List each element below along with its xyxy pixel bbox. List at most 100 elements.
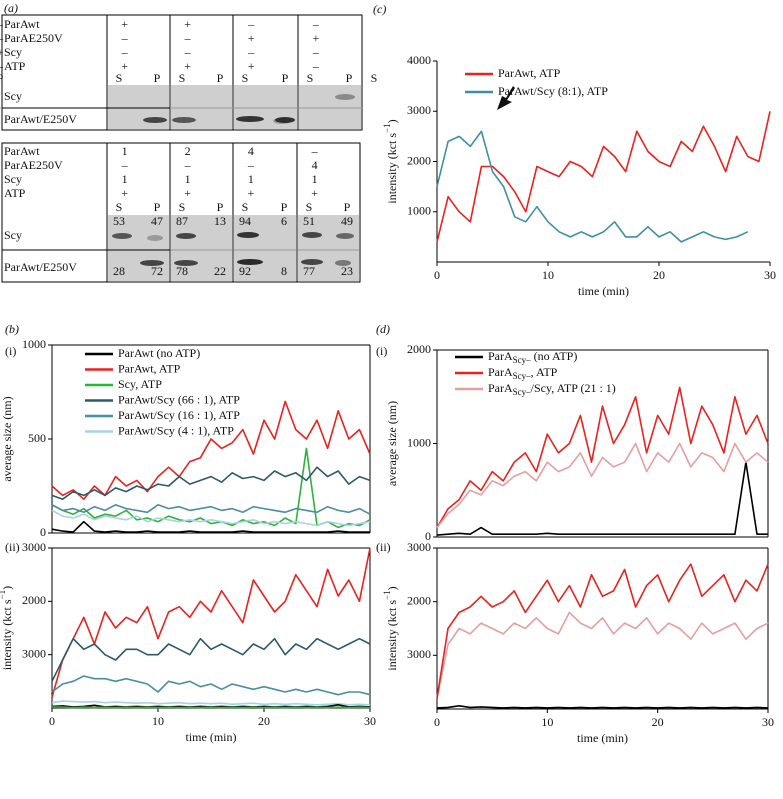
cell: –	[121, 158, 129, 172]
data-line	[436, 111, 771, 243]
y-tick-label: 3000	[407, 540, 431, 554]
cell: +	[121, 186, 128, 200]
cell: –	[184, 31, 192, 45]
y-tick-label: 3000	[22, 646, 46, 660]
cell: 1	[185, 172, 191, 186]
lane-label: P	[154, 71, 161, 85]
percentage: 72	[151, 264, 163, 278]
text-part: Scy–	[513, 371, 532, 381]
percentage: 8	[281, 264, 287, 278]
cell: –	[184, 45, 192, 59]
legend-label: Scy, ATP	[118, 377, 162, 391]
x-tick-label: 0	[434, 715, 440, 729]
panel-label: (a)	[4, 1, 18, 15]
gel-band	[140, 260, 164, 266]
cell: +	[311, 186, 318, 200]
lane-label: S	[307, 71, 314, 85]
y-tick-label: 1000	[407, 435, 431, 449]
lane-label: S	[242, 200, 249, 214]
lane-label: P	[344, 200, 351, 214]
gel-row-label: ParAwt/E250V	[4, 260, 77, 274]
legend-label: ParAwt, ATP	[118, 361, 181, 375]
gel-row-label: Scy	[4, 89, 22, 103]
legend-label: ParAwt/Scy (66 : 1), ATP	[118, 392, 240, 406]
x-tick-label: 20	[652, 715, 664, 729]
cell: 4	[312, 158, 318, 172]
data-line	[51, 637, 371, 682]
text-part: intensity (kct s	[0, 599, 14, 670]
cell: 2	[185, 144, 191, 158]
lane-label: S	[179, 200, 186, 214]
lane-label: P	[281, 200, 288, 214]
cell: –	[247, 17, 255, 31]
legend-label: ParAScy–, ATP	[488, 365, 558, 381]
data-line	[51, 504, 371, 515]
gel-band	[237, 232, 259, 238]
row-label: ParAwt	[4, 144, 40, 158]
arrow	[497, 86, 515, 110]
y-tick-label: 2000	[407, 593, 431, 607]
legend-label: ParAwt (no ATP)	[118, 346, 200, 360]
gel-band	[176, 233, 196, 239]
text-part: , ATP	[531, 365, 558, 379]
row-label: Scy	[4, 172, 22, 186]
y-tick-label: 3000	[22, 540, 46, 554]
data-line	[436, 563, 769, 699]
y-tick-label: 3000	[407, 103, 431, 117]
data-line	[51, 466, 371, 500]
percentage: 23	[341, 264, 353, 278]
lane-label: P	[217, 71, 224, 85]
gel-band	[302, 232, 322, 238]
y-axis-label: average size (nm)	[0, 396, 14, 481]
lane-label: P	[346, 71, 353, 85]
percentage: 13	[214, 214, 226, 228]
gel-band	[236, 116, 264, 122]
subpanel-label: (i)	[5, 344, 16, 358]
lane-label: S	[116, 200, 123, 214]
text-part: ParA	[488, 349, 513, 363]
y-axis-label: intensity (kct s−1)	[0, 586, 14, 670]
cell: –	[312, 17, 320, 31]
lane-label: S	[179, 71, 186, 85]
percentage: 6	[281, 214, 287, 228]
gel-row-label: Scy	[4, 228, 22, 242]
percentage: 77	[303, 264, 315, 278]
y-tick-label: 0	[425, 529, 431, 543]
data-line	[436, 386, 769, 529]
row-label: ATP	[4, 59, 26, 73]
gel-band	[335, 260, 351, 266]
cell: –	[247, 158, 255, 172]
subpanel-label: (i)	[376, 344, 387, 358]
cell: 1	[248, 172, 254, 186]
data-line	[436, 705, 769, 709]
cell: +	[248, 186, 255, 200]
legend-label: ParAScy–/Scy, ATP (21 : 1)	[488, 381, 616, 397]
text-part: )	[385, 586, 399, 590]
y-tick-label: 3000	[407, 647, 431, 661]
gel-band	[143, 117, 167, 123]
cell: –	[0, 17, 4, 31]
cell: +	[121, 59, 128, 73]
data-line	[436, 611, 769, 699]
text-part: )	[0, 586, 14, 590]
cell: –	[311, 144, 319, 158]
panel-label: (b)	[5, 322, 19, 336]
x-tick-label: 10	[152, 714, 164, 728]
percentage: 49	[341, 214, 353, 228]
gel-band	[237, 259, 263, 265]
x-tick-label: 30	[364, 714, 376, 728]
percentage: 92	[239, 264, 251, 278]
y-tick-label: 2000	[407, 153, 431, 167]
gel-row-label: ParAwt/E250V	[4, 112, 77, 126]
cell: –	[0, 31, 4, 45]
cell: +	[0, 45, 4, 59]
gel-image	[298, 215, 359, 281]
lane-label: S	[242, 71, 249, 85]
cell: –	[121, 31, 129, 45]
percentage: 94	[239, 214, 251, 228]
percentage: 87	[176, 214, 188, 228]
text-part: (no ATP)	[531, 349, 578, 363]
x-tick-label: 20	[653, 268, 665, 282]
data-line	[436, 130, 749, 243]
text-part: ParA	[488, 365, 513, 379]
